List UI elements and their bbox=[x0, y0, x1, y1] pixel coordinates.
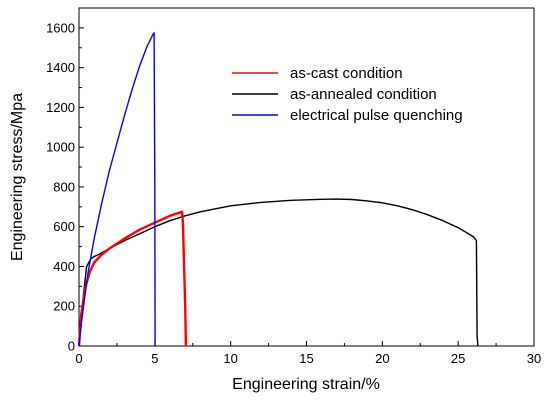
series-layer bbox=[77, 32, 479, 347]
x-tick-label: 10 bbox=[223, 351, 237, 366]
y-tick-label: 800 bbox=[53, 179, 75, 194]
x-tick-label: 0 bbox=[75, 351, 82, 366]
y-tick-label: 1400 bbox=[46, 60, 75, 75]
series-line-2 bbox=[78, 32, 156, 347]
y-tick-label: 0 bbox=[68, 339, 75, 354]
x-tick-label: 5 bbox=[151, 351, 158, 366]
y-tick-label: 200 bbox=[53, 299, 75, 314]
x-tick-label: 20 bbox=[375, 351, 389, 366]
plot-frame bbox=[78, 7, 535, 347]
x-axis-ticks: 0 5 10 15 20 25 30 bbox=[75, 341, 541, 366]
y-axis-ticks: 0 200 400 600 800 1000 1200 1400 1600 bbox=[46, 20, 84, 354]
series-line-1 bbox=[78, 198, 479, 347]
legend: as-cast condition as-annealed condition el… bbox=[232, 65, 463, 124]
x-tick-label: 25 bbox=[451, 351, 465, 366]
y-tick-label: 1200 bbox=[46, 100, 75, 115]
legend-label: as-cast condition bbox=[290, 65, 403, 82]
y-tick-label: 1000 bbox=[46, 140, 75, 155]
y-tick-label: 1600 bbox=[46, 20, 75, 35]
y-tick-label: 600 bbox=[53, 219, 75, 234]
y-axis-title: Engineering stress/Mpa bbox=[9, 93, 26, 261]
legend-label: as-annealed condition bbox=[290, 86, 437, 103]
y-tick-label: 400 bbox=[53, 259, 75, 274]
x-tick-label: 30 bbox=[527, 351, 541, 366]
x-tick-label: 15 bbox=[299, 351, 313, 366]
x-axis-title: Engineering strain/% bbox=[232, 376, 380, 393]
legend-label: electrical pulse quenching bbox=[290, 107, 463, 124]
